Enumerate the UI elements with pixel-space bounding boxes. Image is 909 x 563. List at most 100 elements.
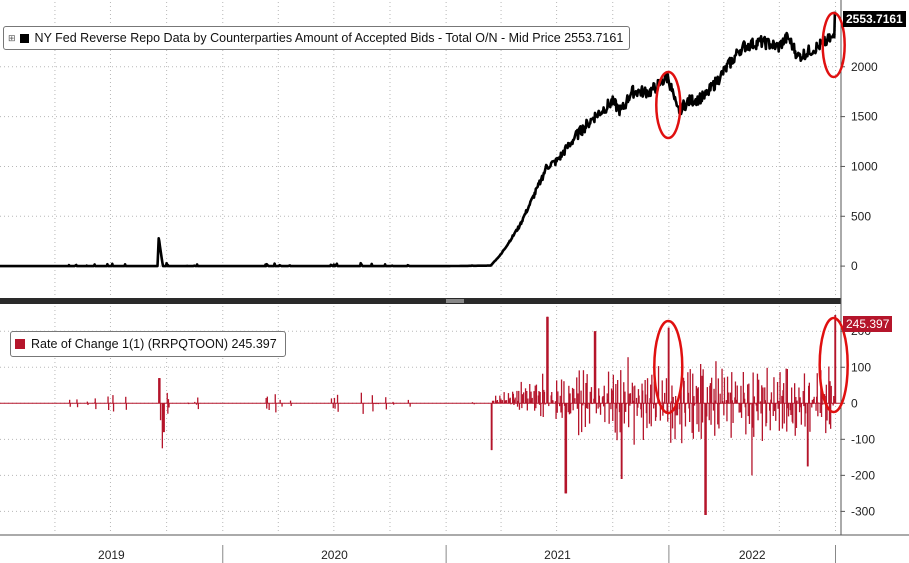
rate-bar <box>533 391 535 404</box>
rate-bar <box>603 403 605 407</box>
rate-bar <box>538 391 540 404</box>
legend-toggle-icon[interactable]: ⊞ <box>8 32 16 43</box>
rate-bar <box>708 403 710 421</box>
rate-bar <box>825 403 827 434</box>
rate-bar <box>636 403 638 416</box>
rate-bar <box>642 390 644 404</box>
rate-bar <box>599 403 602 415</box>
rate-bar <box>728 392 730 404</box>
rate-bar <box>632 400 635 404</box>
rate-bar <box>274 394 276 404</box>
rate-bar <box>726 403 728 422</box>
rate-bar <box>662 403 665 412</box>
rate-bar <box>612 403 614 421</box>
rate-bar <box>795 403 798 428</box>
rate-bar <box>266 403 268 409</box>
panel-divider-handle[interactable] <box>446 299 464 303</box>
rate-bar <box>615 384 617 404</box>
rate-bar <box>552 400 554 404</box>
rate-bar <box>661 380 663 404</box>
rate-bar <box>734 381 737 404</box>
rate-bar <box>543 391 546 404</box>
rate-bar <box>527 398 529 404</box>
rate-bar <box>628 403 630 428</box>
rate-bar <box>637 403 639 408</box>
rate-bar <box>505 400 508 404</box>
rate-bar <box>791 387 793 404</box>
top-ytick-label: 500 <box>851 209 871 223</box>
rate-bar <box>723 377 726 404</box>
rate-bar <box>576 377 578 404</box>
rate-bar <box>759 401 762 404</box>
rate-bar <box>684 403 687 427</box>
rate-bar <box>266 396 268 404</box>
rate-bar <box>512 393 514 404</box>
rate-bar <box>385 397 387 404</box>
rate-bar <box>825 384 827 404</box>
bottom-legend-label: Rate of Change 1(1) (RRPQTOON) 245.397 <box>31 337 277 351</box>
rate-bar <box>760 403 762 414</box>
annotation-circle <box>818 316 849 414</box>
rate-bar <box>279 399 281 404</box>
rate-bar <box>808 385 810 404</box>
rate-bar <box>830 385 832 404</box>
top-y-axis: 0 500 1000 1500 2000 <box>841 60 878 273</box>
rate-bar <box>495 395 497 404</box>
rate-bar <box>756 403 758 412</box>
rate-bar <box>523 392 525 404</box>
top-ytick-label: 1500 <box>851 110 878 124</box>
rate-bar <box>706 387 708 404</box>
rate-bar <box>471 402 474 404</box>
rate-bar <box>567 403 569 413</box>
rate-bar <box>758 379 760 404</box>
rate-bar <box>705 403 707 515</box>
annotation-circle <box>655 70 682 140</box>
rate-bar <box>738 403 740 413</box>
rate-bar <box>576 403 578 409</box>
rate-bar <box>167 399 170 404</box>
rate-bar <box>743 392 745 404</box>
rate-bar <box>719 393 721 404</box>
rate-bar <box>534 403 536 411</box>
bottom-legend[interactable]: Rate of Change 1(1) (RRPQTOON) 245.397 <box>10 331 286 357</box>
rate-bar <box>265 398 267 404</box>
rate-bar <box>655 403 657 418</box>
rate-bar <box>554 401 557 404</box>
rate-bar <box>659 403 661 421</box>
rate-bar <box>587 403 589 409</box>
rate-bar <box>803 373 806 404</box>
rate-bar <box>807 403 809 467</box>
rate-bar <box>644 380 646 404</box>
rate-bar <box>730 403 732 438</box>
rate-bar <box>654 403 656 405</box>
rate-bar <box>715 361 717 404</box>
rate-bar <box>618 403 621 413</box>
rate-bar <box>776 382 779 404</box>
legend-swatch-red <box>15 339 25 349</box>
rate-bar <box>700 364 702 404</box>
rate-bar <box>565 403 567 494</box>
rate-bar <box>718 403 720 429</box>
rate-bar <box>740 403 743 418</box>
rate-bar <box>623 403 625 424</box>
rate-bar <box>125 396 127 404</box>
rate-bar <box>712 403 715 411</box>
rate-bar <box>764 387 766 404</box>
rate-bar <box>648 403 651 424</box>
rate-bar <box>809 403 811 432</box>
rate-bar <box>393 403 395 405</box>
rate-bar <box>534 385 536 404</box>
rate-bar <box>197 397 199 404</box>
rate-bar <box>530 391 532 404</box>
rate-bar <box>94 398 96 404</box>
rate-bar <box>642 403 644 440</box>
rate-bar <box>604 403 606 423</box>
rate-bar <box>496 400 499 404</box>
annotation-circle <box>821 11 846 79</box>
rate-bar <box>821 394 823 404</box>
rate-bar <box>731 372 733 404</box>
rate-bar <box>651 374 653 404</box>
top-legend[interactable]: ⊞ NY Fed Reverse Repo Data by Counterpar… <box>3 26 631 50</box>
rate-bar <box>332 403 334 409</box>
rate-bar <box>834 315 837 404</box>
